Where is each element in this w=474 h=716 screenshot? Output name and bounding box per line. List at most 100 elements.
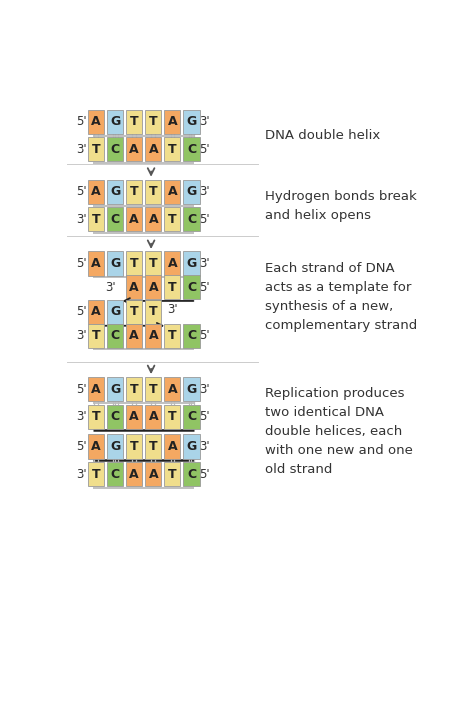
Text: A: A — [148, 213, 158, 226]
Text: A: A — [91, 115, 101, 128]
Text: A: A — [168, 257, 177, 270]
Text: C: C — [110, 213, 119, 226]
FancyBboxPatch shape — [164, 435, 181, 459]
FancyBboxPatch shape — [126, 462, 142, 486]
FancyBboxPatch shape — [107, 110, 123, 134]
Text: A: A — [129, 410, 139, 423]
FancyBboxPatch shape — [88, 110, 104, 134]
Text: C: C — [187, 213, 196, 226]
FancyBboxPatch shape — [164, 275, 181, 299]
Text: A: A — [129, 468, 139, 480]
Text: T: T — [130, 440, 138, 453]
FancyBboxPatch shape — [107, 377, 123, 401]
Text: T: T — [149, 382, 157, 396]
Text: T: T — [168, 410, 177, 423]
Text: A: A — [91, 185, 101, 198]
Text: T: T — [91, 213, 100, 226]
FancyBboxPatch shape — [164, 405, 181, 429]
Text: 3': 3' — [105, 281, 116, 294]
Text: T: T — [91, 329, 100, 342]
Text: C: C — [187, 142, 196, 156]
Text: G: G — [186, 382, 197, 396]
FancyBboxPatch shape — [126, 300, 142, 324]
FancyBboxPatch shape — [88, 377, 104, 401]
Text: G: G — [186, 185, 197, 198]
Text: A: A — [148, 142, 158, 156]
FancyBboxPatch shape — [88, 180, 104, 204]
FancyBboxPatch shape — [126, 377, 142, 401]
FancyBboxPatch shape — [107, 251, 123, 276]
FancyBboxPatch shape — [107, 137, 123, 161]
Text: G: G — [110, 440, 120, 453]
Text: C: C — [110, 410, 119, 423]
Text: G: G — [186, 257, 197, 270]
Text: C: C — [110, 142, 119, 156]
Text: C: C — [187, 410, 196, 423]
FancyBboxPatch shape — [183, 435, 200, 459]
Text: A: A — [168, 440, 177, 453]
Text: A: A — [148, 329, 158, 342]
Text: G: G — [110, 185, 120, 198]
FancyBboxPatch shape — [126, 251, 142, 276]
FancyBboxPatch shape — [183, 405, 200, 429]
FancyBboxPatch shape — [126, 180, 142, 204]
FancyBboxPatch shape — [145, 405, 161, 429]
FancyBboxPatch shape — [88, 251, 104, 276]
FancyBboxPatch shape — [107, 180, 123, 204]
Text: T: T — [149, 440, 157, 453]
FancyBboxPatch shape — [126, 405, 142, 429]
Text: 3': 3' — [76, 213, 87, 226]
Text: C: C — [110, 329, 119, 342]
Text: C: C — [187, 468, 196, 480]
Text: 3': 3' — [167, 303, 178, 316]
Text: A: A — [91, 257, 101, 270]
Text: T: T — [130, 257, 138, 270]
FancyBboxPatch shape — [183, 251, 200, 276]
Text: T: T — [130, 185, 138, 198]
Text: C: C — [110, 468, 119, 480]
FancyBboxPatch shape — [164, 377, 181, 401]
FancyBboxPatch shape — [145, 377, 161, 401]
FancyBboxPatch shape — [145, 207, 161, 231]
FancyBboxPatch shape — [183, 207, 200, 231]
Text: G: G — [110, 382, 120, 396]
Text: A: A — [148, 410, 158, 423]
FancyBboxPatch shape — [145, 110, 161, 134]
FancyBboxPatch shape — [164, 462, 181, 486]
Text: 5': 5' — [76, 185, 87, 198]
Text: A: A — [129, 281, 139, 294]
FancyBboxPatch shape — [88, 207, 104, 231]
Text: Hydrogen bonds break
and helix opens: Hydrogen bonds break and helix opens — [265, 190, 417, 221]
Text: A: A — [91, 306, 101, 319]
FancyBboxPatch shape — [107, 324, 123, 348]
Text: 3': 3' — [199, 257, 210, 270]
Text: 5': 5' — [76, 306, 87, 319]
Text: 3': 3' — [76, 142, 87, 156]
Text: 3': 3' — [76, 468, 87, 480]
Text: A: A — [168, 115, 177, 128]
Text: T: T — [130, 306, 138, 319]
Text: 5': 5' — [76, 382, 87, 396]
Text: T: T — [168, 468, 177, 480]
Text: 3': 3' — [76, 410, 87, 423]
FancyBboxPatch shape — [145, 435, 161, 459]
Text: A: A — [168, 382, 177, 396]
FancyBboxPatch shape — [145, 137, 161, 161]
Text: T: T — [130, 115, 138, 128]
FancyBboxPatch shape — [145, 462, 161, 486]
FancyBboxPatch shape — [164, 110, 181, 134]
FancyBboxPatch shape — [126, 275, 142, 299]
FancyBboxPatch shape — [164, 137, 181, 161]
Text: 5': 5' — [199, 468, 210, 480]
FancyBboxPatch shape — [126, 207, 142, 231]
FancyBboxPatch shape — [107, 462, 123, 486]
Text: 5': 5' — [76, 257, 87, 270]
FancyBboxPatch shape — [126, 110, 142, 134]
Text: T: T — [149, 185, 157, 198]
Text: A: A — [91, 440, 101, 453]
Text: A: A — [129, 329, 139, 342]
FancyBboxPatch shape — [145, 251, 161, 276]
FancyBboxPatch shape — [88, 137, 104, 161]
Text: T: T — [149, 306, 157, 319]
Text: 3': 3' — [199, 185, 210, 198]
